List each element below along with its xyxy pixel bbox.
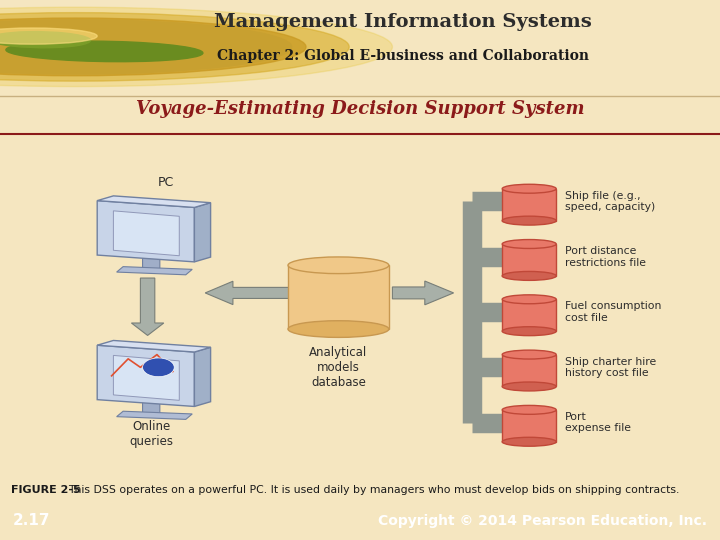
Bar — [503, 355, 557, 387]
Polygon shape — [194, 202, 211, 262]
Bar — [503, 299, 557, 331]
Ellipse shape — [502, 272, 556, 280]
Polygon shape — [114, 355, 179, 400]
Polygon shape — [392, 281, 454, 305]
Circle shape — [0, 12, 349, 81]
Bar — [503, 188, 557, 221]
Text: This DSS operates on a powerful PC. It is used daily by managers who must develo: This DSS operates on a powerful PC. It i… — [68, 484, 680, 495]
Text: Ship file (e.g.,
speed, capacity): Ship file (e.g., speed, capacity) — [565, 191, 655, 212]
Ellipse shape — [502, 216, 556, 225]
Polygon shape — [117, 267, 192, 275]
Polygon shape — [194, 347, 211, 407]
Text: Analytical
models
database: Analytical models database — [310, 346, 367, 389]
Ellipse shape — [502, 406, 556, 414]
Polygon shape — [117, 411, 192, 420]
Polygon shape — [143, 400, 160, 415]
Circle shape — [0, 28, 97, 44]
Polygon shape — [131, 278, 163, 335]
Ellipse shape — [502, 240, 556, 248]
Ellipse shape — [502, 350, 556, 359]
Text: FIGURE 2-5: FIGURE 2-5 — [11, 484, 81, 495]
Text: Voyage-Estimating Decision Support System: Voyage-Estimating Decision Support Syste… — [136, 100, 584, 118]
Bar — [503, 244, 557, 276]
Text: Fuel consumption
cost file: Fuel consumption cost file — [565, 301, 662, 323]
Bar — [288, 265, 389, 329]
Polygon shape — [143, 256, 160, 271]
Circle shape — [0, 20, 292, 74]
Polygon shape — [114, 211, 179, 256]
Ellipse shape — [6, 41, 203, 62]
Text: Port
expense file: Port expense file — [565, 412, 631, 434]
Text: Port distance
restrictions file: Port distance restrictions file — [565, 246, 647, 267]
Polygon shape — [97, 201, 194, 262]
Ellipse shape — [502, 184, 556, 193]
Text: 2.17: 2.17 — [13, 513, 50, 528]
Circle shape — [0, 7, 392, 86]
Polygon shape — [205, 281, 302, 305]
Ellipse shape — [502, 295, 556, 304]
Ellipse shape — [502, 327, 556, 336]
Ellipse shape — [0, 32, 91, 48]
Polygon shape — [97, 196, 211, 207]
Ellipse shape — [288, 321, 389, 338]
Circle shape — [143, 358, 174, 377]
Text: Online
queries: Online queries — [129, 421, 174, 449]
Polygon shape — [97, 340, 211, 352]
Circle shape — [0, 18, 306, 76]
Ellipse shape — [502, 437, 556, 446]
Ellipse shape — [502, 382, 556, 391]
Text: Management Information Systems: Management Information Systems — [215, 12, 592, 31]
Polygon shape — [97, 345, 194, 407]
Text: Chapter 2: Global E-business and Collaboration: Chapter 2: Global E-business and Collabo… — [217, 49, 589, 63]
Ellipse shape — [288, 257, 389, 274]
Text: Copyright © 2014 Pearson Education, Inc.: Copyright © 2014 Pearson Education, Inc. — [378, 514, 707, 528]
Text: Ship charter hire
history cost file: Ship charter hire history cost file — [565, 356, 657, 378]
Bar — [503, 410, 557, 442]
Text: PC: PC — [158, 176, 174, 189]
